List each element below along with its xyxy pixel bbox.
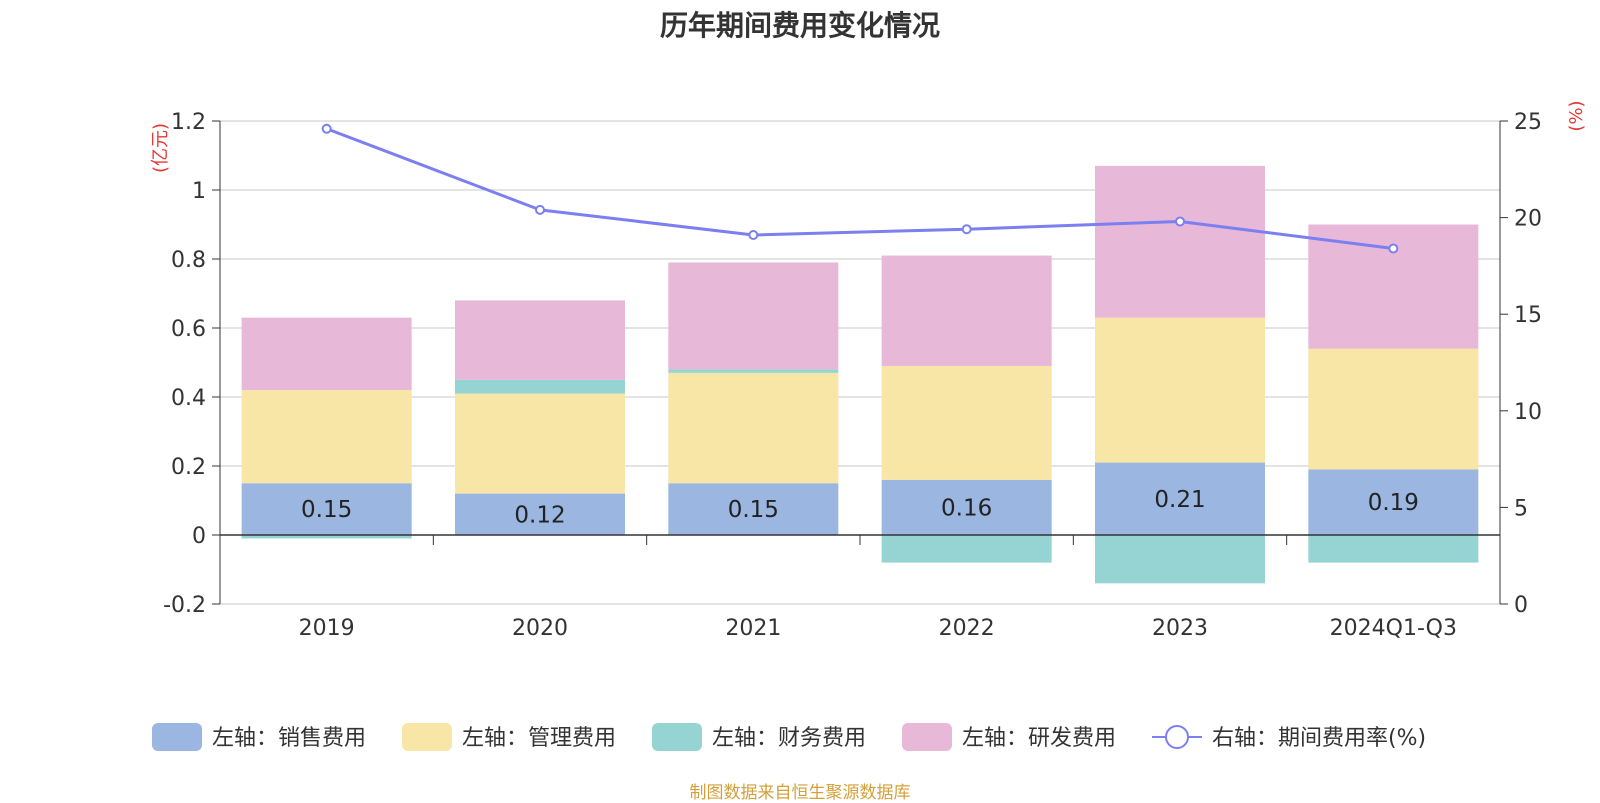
rate-point — [961, 224, 972, 235]
left-axis-tick-label: 0.6 — [171, 317, 206, 342]
legend-marker — [1165, 725, 1189, 749]
bar-segment — [1308, 224, 1479, 349]
rate-line — [326, 127, 1394, 251]
bar-segment — [241, 483, 412, 535]
right-axis-tick-label: 25 — [1514, 110, 1542, 135]
right-axis-tick-label: 10 — [1514, 400, 1542, 425]
bar-segment — [1095, 462, 1265, 535]
legend-swatch — [652, 723, 702, 751]
bar-segment — [1308, 469, 1479, 535]
data-label: 0.16 — [941, 495, 992, 521]
x-axis-tick-label: 2021 — [725, 616, 781, 641]
bar-segment — [668, 369, 839, 373]
x-axis-tick-label: 2024Q1-Q3 — [1330, 616, 1457, 641]
bar-segment — [881, 255, 1052, 366]
bar-segment — [1095, 317, 1265, 463]
left-axis-tick-label: 1.2 — [171, 110, 206, 135]
legend-label: 左轴：研发费用 — [962, 726, 1116, 751]
legend-swatch — [402, 723, 452, 751]
left-axis-tick-label: 0.4 — [171, 386, 206, 411]
data-label: 0.15 — [728, 497, 779, 523]
rate-point — [321, 123, 332, 134]
x-axis-tick-label: 2022 — [939, 616, 995, 641]
bar-segment — [241, 390, 412, 484]
left-axis-tick-label: 0.8 — [171, 248, 206, 273]
legend-label: 左轴：管理费用 — [462, 726, 616, 751]
bar-segment — [881, 365, 1052, 480]
legend-swatch — [152, 723, 202, 751]
bar-segment — [455, 493, 625, 535]
legend-label: 右轴：期间费用率(%) — [1212, 726, 1426, 751]
rate-point — [535, 204, 545, 215]
bar-segment — [455, 393, 625, 494]
rate-point — [1175, 216, 1185, 227]
bar-segment — [1095, 165, 1265, 318]
chart-title: 历年期间费用变化情况 — [659, 9, 940, 42]
bar-segment — [1308, 535, 1479, 563]
bar-segment — [455, 379, 625, 394]
bar-segment — [881, 535, 1052, 563]
bar-segment — [1308, 348, 1479, 470]
right-axis-tick-label: 0 — [1514, 593, 1528, 618]
bar-segment — [455, 300, 625, 380]
bar-segment — [881, 479, 1052, 535]
legend-label: 左轴：财务费用 — [712, 726, 866, 751]
right-axis-tick-label: 5 — [1514, 496, 1528, 521]
bar-segment — [668, 372, 839, 484]
legend-label: 左轴：销售费用 — [212, 726, 366, 751]
rate-point — [1388, 243, 1399, 254]
right-axis-tick-label: 15 — [1514, 303, 1542, 328]
bar-segment — [1095, 535, 1265, 584]
left-axis-tick-label: -0.2 — [163, 593, 206, 618]
bar-segment — [668, 483, 839, 535]
data-label: 0.15 — [301, 497, 352, 523]
left-axis-tick-label: 0.2 — [171, 455, 206, 480]
legend-swatch — [902, 723, 952, 751]
right-axis-unit-label: (%) — [1566, 100, 1587, 131]
data-label: 0.19 — [1368, 490, 1419, 516]
x-axis-tick-label: 2020 — [512, 616, 568, 641]
x-axis-tick-label: 2023 — [1152, 616, 1208, 641]
bar-segment — [668, 262, 839, 370]
bar-segment — [241, 535, 412, 539]
source-note: 制图数据来自恒生聚源数据库 — [689, 783, 911, 803]
data-label: 0.12 — [514, 502, 565, 528]
data-label: 0.21 — [1154, 487, 1205, 513]
x-axis-tick-label: 2019 — [299, 616, 355, 641]
left-axis-tick-label: 1 — [192, 179, 206, 204]
right-axis-tick-label: 20 — [1514, 207, 1542, 232]
bar-segment — [241, 317, 412, 391]
left-axis-unit-label: (亿元) — [150, 123, 171, 173]
left-axis-tick-label: 0 — [192, 524, 206, 549]
rate-point — [748, 229, 759, 240]
